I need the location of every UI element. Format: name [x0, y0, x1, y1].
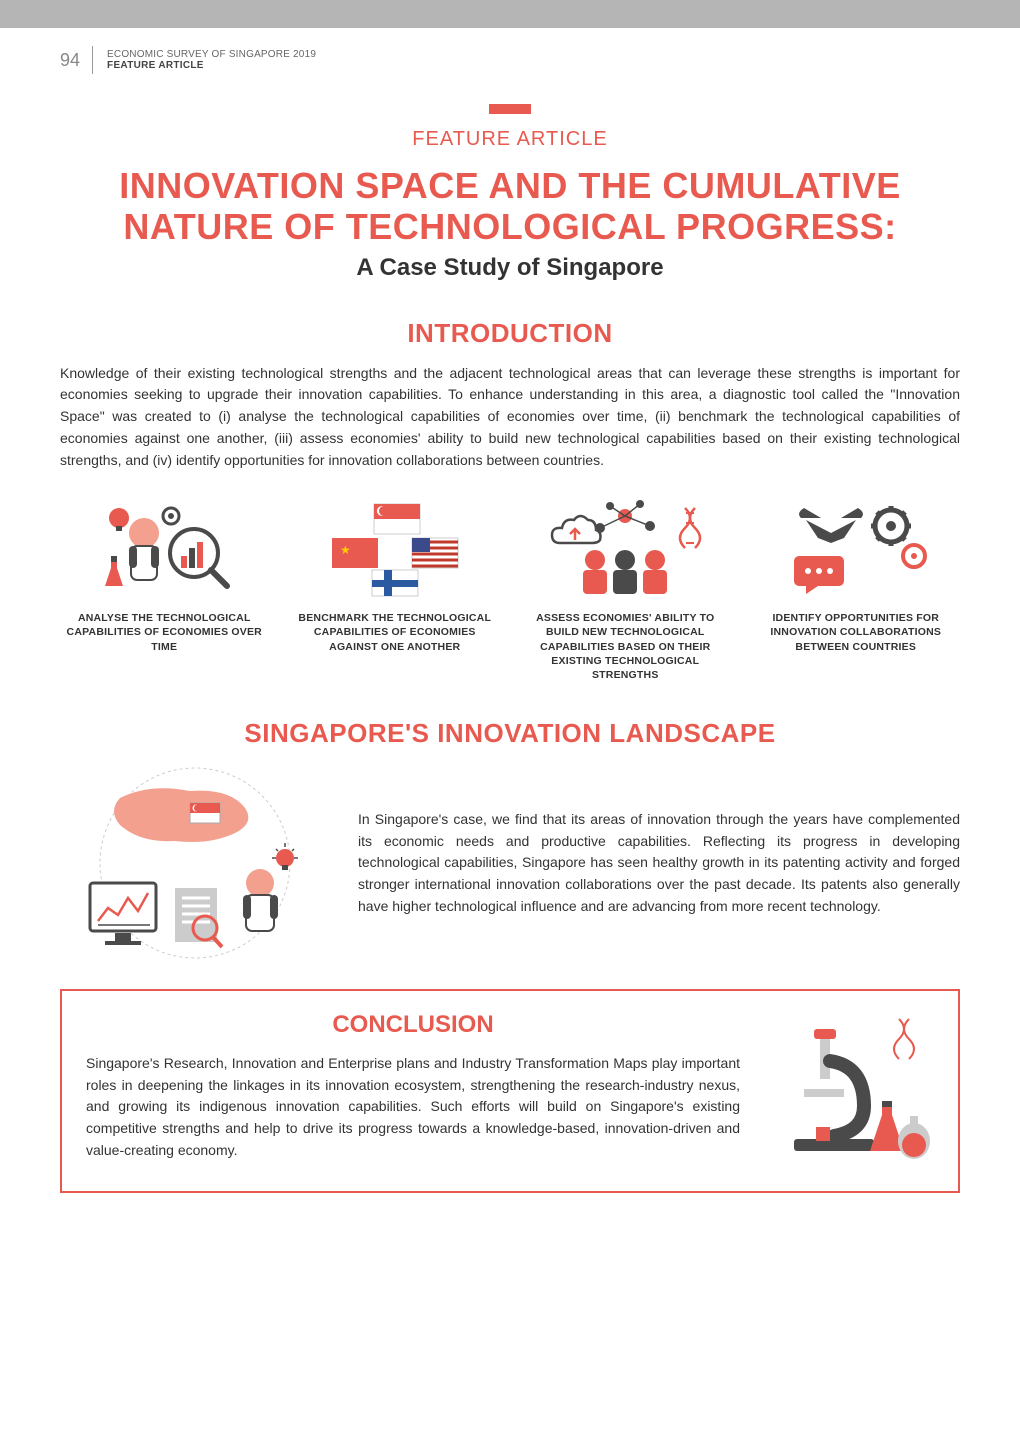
identify-icon: [752, 493, 961, 603]
conclusion-heading: CONCLUSION: [86, 1011, 740, 1039]
benchmark-icon: ★: [291, 493, 500, 603]
icon-cell-benchmark: ★ BENCHMARK THE TECHNOLOGICAL CAPABILITI…: [291, 493, 500, 682]
page-content: FEATURE ARTICLE INNOVATION SPACE AND THE…: [0, 104, 1020, 1233]
conclusion-illustration: [764, 1011, 934, 1171]
main-title: INNOVATION SPACE AND THE CUMULATIVE NATU…: [60, 165, 960, 248]
analyse-icon: [60, 493, 269, 603]
page-header: 94 ECONOMIC SURVEY OF SINGAPORE 2019 FEA…: [0, 28, 1020, 84]
subtitle: A Case Study of Singapore: [60, 254, 960, 282]
introduction-body: Knowledge of their existing technologica…: [60, 363, 960, 471]
page-number: 94: [60, 50, 80, 71]
eyebrow: FEATURE ARTICLE: [60, 128, 960, 151]
icon-cell-assess: ASSESS ECONOMIES' ABILITY TO BUILD NEW T…: [521, 493, 730, 682]
icon-caption-3: ASSESS ECONOMIES' ABILITY TO BUILD NEW T…: [521, 611, 730, 682]
icon-row: ANALYSE THE TECHNOLOGICAL CAPABILITIES O…: [60, 493, 960, 682]
header-divider: [92, 46, 93, 74]
icon-caption-1: ANALYSE THE TECHNOLOGICAL CAPABILITIES O…: [60, 611, 269, 654]
icon-caption-4: IDENTIFY OPPORTUNITIES FOR INNOVATION CO…: [752, 611, 961, 654]
top-gray-bar: [0, 0, 1020, 28]
doc-title: ECONOMIC SURVEY OF SINGAPORE 2019: [107, 49, 316, 60]
icon-caption-2: BENCHMARK THE TECHNOLOGICAL CAPABILITIES…: [291, 611, 500, 654]
icon-cell-analyse: ANALYSE THE TECHNOLOGICAL CAPABILITIES O…: [60, 493, 269, 682]
icon-cell-identify: IDENTIFY OPPORTUNITIES FOR INNOVATION CO…: [752, 493, 961, 682]
landscape-heading: SINGAPORE'S INNOVATION LANDSCAPE: [60, 718, 960, 749]
doc-label: FEATURE ARTICLE: [107, 60, 316, 71]
landscape-illustration: [60, 763, 330, 963]
landscape-row: In Singapore's case, we find that its ar…: [60, 763, 960, 963]
conclusion-box: CONCLUSION Singapore's Research, Innovat…: [60, 989, 960, 1193]
conclusion-body: Singapore's Research, Innovation and Ent…: [86, 1053, 740, 1161]
accent-bar: [489, 104, 531, 114]
introduction-heading: INTRODUCTION: [60, 318, 960, 349]
title-line-2: NATURE OF TECHNOLOGICAL PROGRESS:: [123, 206, 896, 247]
title-line-1: INNOVATION SPACE AND THE CUMULATIVE: [119, 165, 901, 206]
landscape-body: In Singapore's case, we find that its ar…: [358, 809, 960, 917]
svg-text:★: ★: [340, 543, 351, 557]
assess-icon: [521, 493, 730, 603]
